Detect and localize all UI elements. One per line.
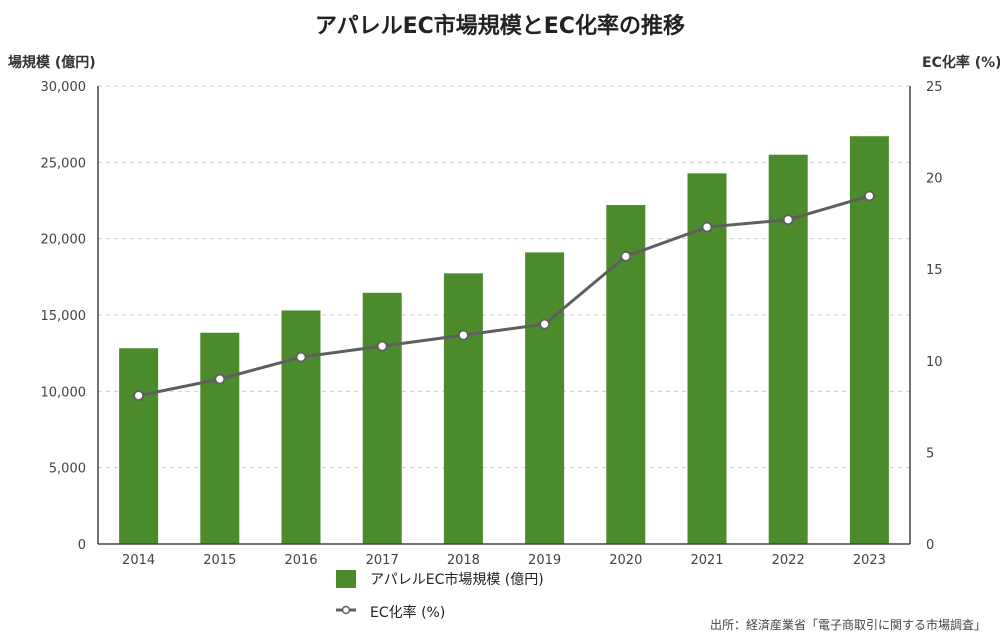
y-tick-label-right: 5 bbox=[926, 446, 934, 461]
ec-rate-line bbox=[138, 194, 870, 398]
x-tick-label: 2016 bbox=[284, 553, 317, 568]
ec-rate-point-2020 bbox=[620, 250, 632, 262]
x-tick-label: 2018 bbox=[447, 553, 480, 568]
chart-title: アパレルEC市場規模とEC化率の推移 bbox=[315, 14, 685, 39]
bar-2016 bbox=[281, 310, 321, 544]
ec-rate-point-2016 bbox=[295, 351, 307, 363]
source-note: 出所：経済産業省「電子商取引に関する市場調査」 bbox=[709, 618, 986, 632]
bar-2014 bbox=[119, 348, 159, 544]
y-tick-label-left: 30,000 bbox=[41, 80, 87, 95]
x-tick-label: 2017 bbox=[366, 553, 399, 568]
y-tick-label-right: 0 bbox=[926, 538, 934, 553]
ec-rate-point-2018 bbox=[457, 329, 469, 341]
x-tick-label: 2019 bbox=[528, 553, 561, 568]
ec-rate-point-2021 bbox=[701, 221, 713, 233]
bar-2021 bbox=[687, 173, 727, 544]
bar-2023 bbox=[849, 136, 889, 545]
x-tick-label: 2014 bbox=[122, 553, 155, 568]
y-axis-right-label: EC化率 (%) bbox=[922, 55, 1000, 71]
x-tick-label: 2021 bbox=[690, 553, 723, 568]
ec-rate-point-2017 bbox=[376, 340, 388, 352]
bar-2019 bbox=[525, 252, 565, 544]
y-axis-left-label: 場規模 (億円) bbox=[8, 55, 96, 71]
bar-2018 bbox=[443, 273, 483, 544]
ec-rate-point-2023 bbox=[864, 190, 875, 202]
y-tick-label-left: 0 bbox=[78, 538, 86, 553]
bar-2017 bbox=[362, 292, 402, 544]
legend-item-ec-rate: EC化率 (%) bbox=[336, 601, 445, 623]
y-tick-label-left: 5,000 bbox=[49, 462, 86, 477]
y-tick-label-left: 10,000 bbox=[41, 385, 87, 400]
ec-rate-point-2015 bbox=[214, 373, 226, 385]
ec-rate-point-2014 bbox=[133, 390, 145, 402]
y-tick-label-right: 25 bbox=[926, 80, 943, 95]
legend-label-market-size: アパレルEC市場規模 (億円) bbox=[370, 572, 544, 588]
legend-line-swatch bbox=[336, 603, 356, 621]
bar-2022 bbox=[768, 154, 808, 544]
x-tick-label: 2015 bbox=[203, 553, 236, 568]
x-tick-label: 2020 bbox=[609, 553, 642, 568]
legend-label-ec-rate: EC化率 (%) bbox=[370, 605, 446, 621]
ec-rate-point-2019 bbox=[539, 318, 550, 330]
y-tick-label-left: 20,000 bbox=[41, 233, 87, 248]
x-tick-label: 2023 bbox=[853, 553, 886, 568]
y-tick-label-left: 15,000 bbox=[41, 309, 87, 324]
y-tick-label-right: 15 bbox=[926, 263, 943, 278]
bar-2015 bbox=[200, 332, 240, 544]
y-tick-label-right: 10 bbox=[926, 355, 943, 370]
x-tick-label: 2022 bbox=[772, 553, 805, 568]
legend-bar-swatch bbox=[336, 570, 356, 588]
ec-rate-point-2022 bbox=[782, 214, 794, 226]
y-tick-label-right: 20 bbox=[926, 172, 943, 187]
legend-item-market-size: アパレルEC市場規模 (億円) bbox=[336, 568, 544, 590]
y-tick-label-left: 25,000 bbox=[41, 156, 87, 171]
